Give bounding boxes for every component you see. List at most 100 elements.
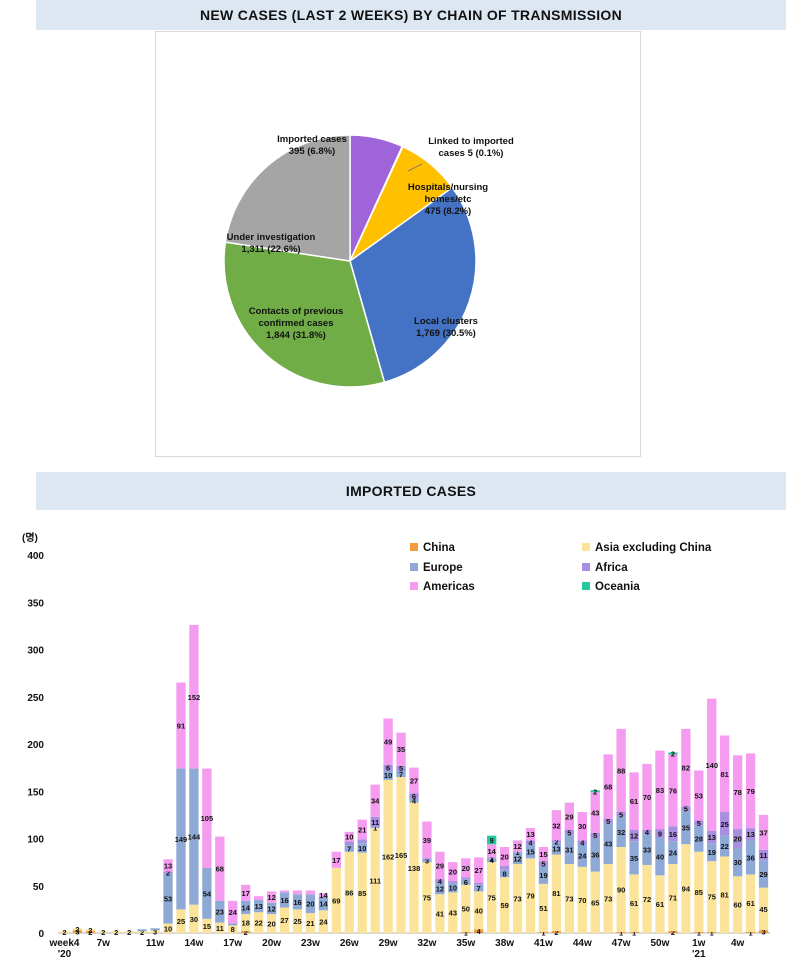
bar-segment [564, 864, 575, 933]
bar-segment [357, 839, 367, 844]
bar-data-label: 43 [591, 809, 599, 818]
bar-data-label: 24 [319, 918, 328, 927]
bar-data-label: 53 [164, 895, 172, 904]
bar-segment [720, 856, 730, 933]
bar-data-label: 3 [761, 928, 765, 937]
bar-segment [448, 892, 458, 933]
bar-segment [409, 798, 419, 803]
bar-segment [176, 682, 186, 769]
bar-data-label: 5 [619, 810, 623, 819]
bar-segment [655, 875, 665, 933]
bar-data-label: 15 [203, 922, 211, 931]
bar-data-label: 1 [748, 929, 752, 938]
bar-segment [487, 844, 497, 858]
bar-segment [720, 835, 730, 857]
bar-segment [98, 931, 108, 933]
bar-segment [202, 918, 212, 933]
bar-segment [202, 867, 212, 919]
bar-data-label: 61 [746, 899, 754, 908]
bar-segment [551, 840, 562, 843]
bar-segment [396, 770, 406, 778]
bar-segment [241, 900, 251, 915]
bar-segment [512, 864, 523, 933]
bar-data-label: 2 [244, 928, 248, 937]
bar-segment [461, 932, 471, 933]
legend-swatch [582, 543, 590, 551]
bar-segment [590, 790, 600, 793]
bar-data-label: 14 [319, 891, 328, 900]
bar-segment [668, 931, 678, 933]
bar-data-label: 4 [438, 877, 443, 886]
bar-segment [551, 810, 562, 841]
bar-segment [525, 828, 536, 841]
bar-data-label: 2 [88, 928, 92, 937]
x-tick-label: 23w [301, 938, 320, 949]
bar-data-label: 3 [425, 857, 429, 866]
bar-data-label: 12 [513, 842, 521, 851]
bar-data-label: 8 [503, 869, 507, 878]
bar-data-label: 36 [591, 851, 599, 860]
bar-segment [461, 884, 471, 933]
bar-data-label: 4 [580, 838, 585, 847]
pie-slice-label: homes/etc [425, 194, 472, 205]
bar-segment [758, 860, 769, 888]
bar-data-label: 20 [267, 920, 275, 929]
bar-segment [59, 931, 70, 933]
bar-data-label: 29 [436, 861, 444, 870]
bar-data-label: 4 [528, 838, 533, 847]
bar-segment [474, 891, 484, 930]
y-tick-label: 150 [27, 787, 44, 798]
bar-segment [603, 818, 613, 824]
x-tick-label: 41w [534, 938, 553, 949]
bar-data-label: 30 [190, 915, 198, 924]
bar-segment [577, 844, 587, 867]
bar-segment [629, 932, 639, 933]
bar-data-label: 40 [656, 852, 664, 861]
bar-data-label: 70 [578, 896, 586, 905]
bar-data-label: 22 [721, 842, 729, 851]
bar-data-label: 13 [254, 902, 262, 911]
bar-data-label: 10 [164, 924, 172, 933]
bar-segment [512, 851, 523, 853]
bar-data-label: 27 [410, 776, 418, 785]
bar-data-label: 2 [101, 928, 105, 937]
bar-segment [616, 932, 626, 933]
bar-segment [396, 765, 406, 771]
bar-data-label: 68 [604, 783, 612, 792]
bar-segment [85, 929, 96, 932]
bar-data-label: 59 [500, 901, 508, 910]
bar-segment [758, 849, 769, 861]
bar-segment [590, 871, 600, 933]
bar-segment [409, 802, 419, 933]
bar-data-label: 53 [695, 792, 703, 801]
bar-segment [461, 858, 471, 878]
bar-segment [629, 772, 639, 830]
bar-segment [732, 829, 743, 848]
bar-data-label: 61 [630, 899, 638, 908]
bar-data-label: 5 [541, 860, 545, 869]
y-tick-label: 0 [38, 929, 44, 940]
bar-segment [422, 858, 432, 860]
bar-data-label: 5 [684, 805, 688, 814]
x-tick-label: 47w [612, 938, 631, 949]
legend-label: Americas [423, 581, 475, 593]
bar-data-label: 82 [682, 764, 690, 773]
bar-data-label: 88 [617, 766, 625, 775]
bar-segment [292, 890, 303, 895]
bar-segment [655, 829, 665, 838]
legend-label: Europe [423, 562, 463, 574]
bar-segment [668, 841, 678, 865]
bar-data-label: 94 [682, 885, 691, 894]
bar-segment [176, 768, 186, 910]
bar-segment [681, 728, 691, 807]
bar-data-label: 79 [746, 787, 754, 796]
pie-chart-title: NEW CASES (LAST 2 WEEKS) BY CHAIN OF TRA… [36, 0, 786, 30]
bar-segment [448, 862, 458, 882]
bar-segment [228, 923, 238, 926]
bar-chart-title: IMPORTED CASES [36, 472, 786, 510]
bar-segment [189, 904, 199, 933]
bar-data-label: 32 [552, 821, 560, 830]
bar-segment [163, 923, 173, 933]
bar-segment [694, 820, 704, 826]
